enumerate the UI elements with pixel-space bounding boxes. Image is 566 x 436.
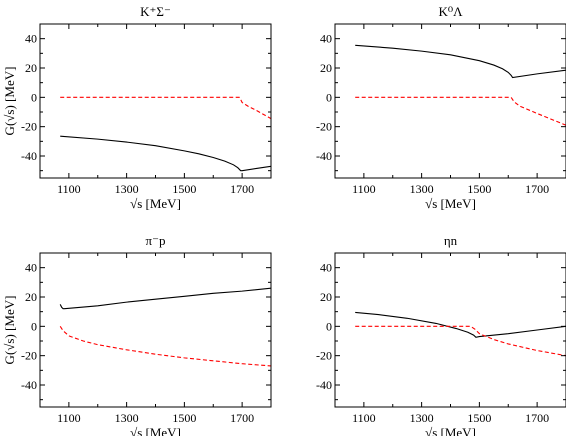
y-tick-label: 20 <box>25 61 37 75</box>
x-tick-label: 1700 <box>230 182 254 196</box>
panel-k-plus-sigma-minus: 1100 1300 1500 1700 40 20 0 -20 -40 K⁺Σ⁻ √s [MeV] G… <box>2 4 272 211</box>
x-tick-label: 1500 <box>172 411 196 425</box>
panel-title: K⁺Σ⁻ <box>140 4 171 19</box>
x-tick-label: 1100 <box>352 182 376 196</box>
y-tick-label: 40 <box>25 261 37 275</box>
y-tick-label: 40 <box>25 32 37 46</box>
y-tick-label: 0 <box>326 319 332 333</box>
solid-curve-k0-lambda <box>355 44 566 79</box>
panel-title: K⁰Λ <box>438 4 463 19</box>
dashed-curve-k-plus-sigma-minus <box>60 96 271 120</box>
x-tick-label: 1500 <box>172 182 196 196</box>
y-tick-label: -20 <box>316 349 332 363</box>
x-tick-label: 1100 <box>57 182 81 196</box>
plot-frame <box>39 252 272 408</box>
y-tick-label: 40 <box>320 261 332 275</box>
y-tick-label: 20 <box>25 290 37 304</box>
solid-curve-eta-n <box>355 311 566 338</box>
panel-title: ηn <box>444 233 458 248</box>
dashed-curve-pi-minus-p <box>59 326 271 367</box>
dashed-curve-eta-n <box>355 325 566 357</box>
x-tick-label: 1300 <box>115 182 139 196</box>
y-tick-label: 0 <box>326 90 332 104</box>
plot-frame <box>334 23 566 179</box>
x-tick-label: 1700 <box>525 411 549 425</box>
x-axis-label: √s [MeV] <box>130 425 181 436</box>
panel-eta-n: 1100 1300 1500 1700 40 20 0 -20 -40 ηn √s [MeV] <box>316 233 566 436</box>
x-tick-label: 1300 <box>410 182 434 196</box>
x-axis-label: √s [MeV] <box>425 425 476 436</box>
x-tick-label: 1700 <box>525 182 549 196</box>
y-axis-label: G(√s) [MeV] <box>2 296 17 365</box>
x-axis-label: √s [MeV] <box>130 196 181 211</box>
x-tick-label: 1500 <box>467 182 491 196</box>
dashed-curve-k0-lambda <box>355 96 566 126</box>
solid-curve-pi-minus-p <box>59 287 271 310</box>
x-tick-label: 1500 <box>467 411 491 425</box>
y-axis-label: G(√s) [MeV] <box>2 67 17 136</box>
y-tick-label: 0 <box>31 319 37 333</box>
plot-frame <box>39 23 272 179</box>
x-tick-label: 1300 <box>410 411 434 425</box>
y-tick-label: -20 <box>316 120 332 134</box>
y-tick-label: -40 <box>316 378 332 392</box>
plot-frame <box>334 252 566 408</box>
y-tick-label: 40 <box>320 32 332 46</box>
x-tick-label: 1100 <box>352 411 376 425</box>
panel-pi-minus-p: 1100 1300 1500 1700 40 20 0 -20 -40 π⁻p √s [MeV] G(… <box>2 233 272 436</box>
x-tick-label: 1700 <box>230 411 254 425</box>
x-tick-label: 1100 <box>57 411 81 425</box>
panel-title: π⁻p <box>146 233 166 248</box>
y-tick-label: -40 <box>21 149 37 163</box>
y-tick-label: 20 <box>320 290 332 304</box>
y-tick-label: -40 <box>316 149 332 163</box>
x-tick-label: 1300 <box>115 411 139 425</box>
y-tick-label: -20 <box>21 349 37 363</box>
y-tick-label: 0 <box>31 90 37 104</box>
y-tick-label: 20 <box>320 61 332 75</box>
panel-k0-lambda: 1100 1300 1500 1700 40 20 0 -20 -40 K⁰Λ √s [MeV] <box>316 4 566 211</box>
y-tick-label: -40 <box>21 378 37 392</box>
y-tick-label: -20 <box>21 120 37 134</box>
solid-curve-k-plus-sigma-minus <box>60 135 271 172</box>
x-axis-label: √s [MeV] <box>425 196 476 211</box>
